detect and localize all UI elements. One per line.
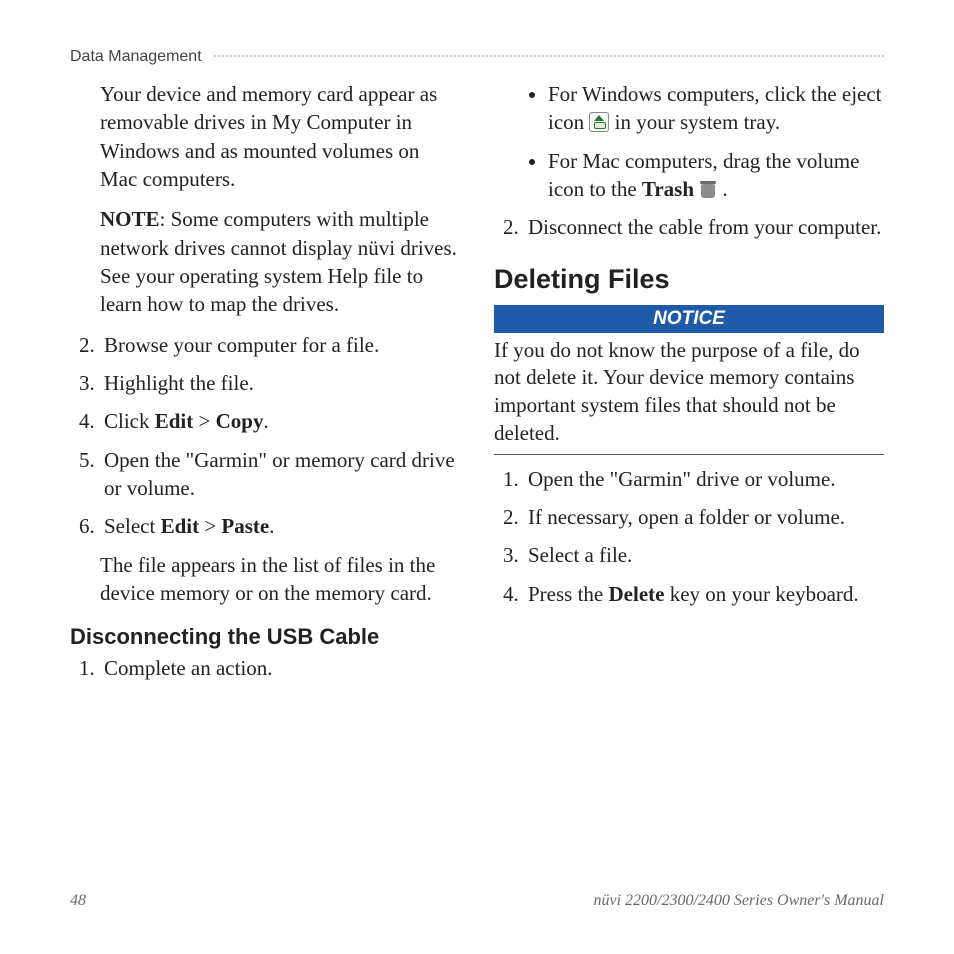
del4-delete-key: Delete [609,582,665,606]
step-2: Browse your computer for a file. [100,331,460,359]
step6-pre: Select [104,514,161,538]
step-5: Open the "Garmin" or memory card drive o… [100,446,460,503]
notice-banner: NOTICE [494,305,884,333]
delete-step-2: If necessary, open a folder or volume. [524,503,884,531]
win-text-post: in your system tray. [609,110,780,134]
notice-divider [494,454,884,455]
right-column: For Windows computers, click the eject i… [494,80,884,692]
disconnect-step-1: Complete an action. [100,654,460,682]
step4-copy: Copy [216,409,264,433]
delete-steps-list: Open the "Garmin" drive or volume. If ne… [494,465,884,608]
notice-text: If you do not know the purpose of a file… [494,337,884,448]
two-column-layout: Your device and memory card appear as re… [70,80,884,692]
delete-step-3: Select a file. [524,541,884,569]
page-header: Data Management [70,48,884,66]
page-footer: 48 nüvi 2200/2300/2400 Series Owner's Ma… [70,892,884,910]
step-4: Click Edit > Copy. [100,407,460,435]
mac-text-post: . [717,177,728,201]
delete-step-1: Open the "Garmin" drive or volume. [524,465,884,493]
disconnect-steps-list: Complete an action. [70,654,460,682]
step-6: Select Edit > Paste. [100,512,460,540]
step6-sep: > [199,514,221,538]
deleting-files-heading: Deleting Files [494,264,884,295]
mac-trash-label: Trash [642,177,694,201]
note-paragraph: NOTE: Some computers with multiple netwo… [100,205,460,318]
after-step6-paragraph: The file appears in the list of files in… [100,551,460,608]
intro-paragraph: Your device and memory card appear as re… [100,80,460,193]
step4-sep: > [193,409,215,433]
copy-steps-list: Browse your computer for a file. Highlig… [70,331,460,541]
disconnect-steps-continued: Disconnect the cable from your computer. [494,213,884,241]
manual-title: nüvi 2200/2300/2400 Series Owner's Manua… [593,892,884,910]
delete-step-4: Press the Delete key on your keyboard. [524,580,884,608]
step4-pre: Click [104,409,155,433]
step6-paste: Paste [221,514,269,538]
eject-icon [589,112,609,132]
section-label: Data Management [70,48,202,66]
del4-post: key on your keyboard. [664,582,858,606]
note-label: NOTE [100,207,160,231]
disconnect-heading: Disconnecting the USB Cable [70,624,460,650]
trash-icon [699,180,717,200]
step6-edit: Edit [161,514,200,538]
disconnect-options-list: For Windows computers, click the eject i… [494,80,884,203]
step6-post: . [269,514,274,538]
left-column: Your device and memory card appear as re… [70,80,460,692]
windows-option: For Windows computers, click the eject i… [548,80,884,137]
step-3: Highlight the file. [100,369,460,397]
step4-edit: Edit [155,409,194,433]
header-dotted-rule [214,55,884,57]
step4-post: . [263,409,268,433]
page-number: 48 [70,892,86,910]
mac-option: For Mac computers, drag the volume icon … [548,147,884,204]
del4-pre: Press the [528,582,609,606]
disconnect-step-2: Disconnect the cable from your computer. [524,213,884,241]
